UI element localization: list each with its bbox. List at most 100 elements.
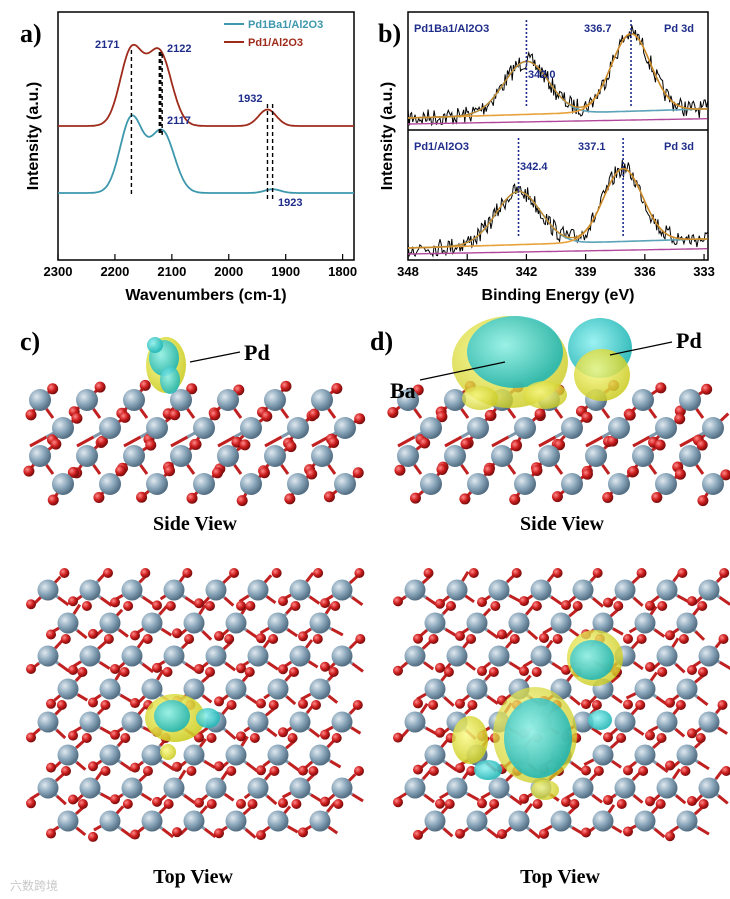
al-atom bbox=[183, 810, 205, 832]
o-atom bbox=[47, 383, 59, 395]
panel-c: c) Pd Side View Top View bbox=[20, 327, 366, 888]
al-atom bbox=[466, 678, 488, 700]
al-atom bbox=[240, 473, 262, 495]
o-atom bbox=[278, 727, 288, 738]
o-atom bbox=[509, 494, 521, 506]
o-atom bbox=[182, 568, 193, 578]
o-atom bbox=[186, 383, 198, 395]
charge-depletion-lobe bbox=[452, 716, 488, 764]
xps-fit-3d5 bbox=[408, 32, 708, 119]
al-atom bbox=[183, 744, 205, 766]
o-atom bbox=[164, 465, 176, 477]
o-atom bbox=[616, 799, 627, 809]
panel-a-x-axis: 2300 2200 2100 2000 1900 1800 bbox=[44, 254, 357, 279]
o-atom bbox=[46, 828, 56, 839]
charge-accumulation-lobe bbox=[196, 708, 220, 728]
o-atom bbox=[26, 663, 36, 674]
o-atom bbox=[320, 661, 330, 672]
panel-b-label: b) bbox=[378, 19, 401, 48]
o-atom bbox=[142, 634, 153, 644]
panel-d-side-structure bbox=[387, 316, 730, 507]
o-atom bbox=[413, 829, 423, 840]
a-tick-label: 2200 bbox=[100, 264, 129, 279]
o-atom bbox=[539, 632, 549, 643]
al-atom bbox=[698, 711, 720, 733]
o-atom bbox=[623, 699, 633, 710]
o-atom bbox=[236, 731, 246, 742]
al-atom bbox=[121, 777, 143, 799]
al-atom bbox=[530, 579, 552, 601]
pd-pointer-d bbox=[609, 341, 673, 356]
al-atom bbox=[404, 645, 426, 667]
al-atom bbox=[247, 711, 269, 733]
al-atom bbox=[634, 678, 656, 700]
o-atom bbox=[142, 766, 153, 776]
o-atom bbox=[455, 828, 465, 839]
al-atom bbox=[614, 579, 636, 601]
b-bottom-peak-label-2: 337.1 bbox=[578, 141, 606, 153]
al-atom bbox=[585, 445, 607, 467]
o-atom bbox=[81, 601, 92, 611]
o-atom bbox=[656, 733, 667, 743]
o-atom bbox=[130, 762, 140, 773]
o-atom bbox=[428, 634, 439, 644]
al-atom bbox=[267, 678, 289, 700]
o-atom bbox=[236, 663, 246, 674]
al-atom bbox=[530, 645, 552, 667]
al-atom bbox=[79, 579, 101, 601]
o-atom bbox=[77, 799, 88, 809]
o-atom bbox=[256, 765, 266, 776]
o-atom bbox=[68, 664, 78, 675]
al-atom bbox=[264, 389, 286, 411]
al-atom bbox=[170, 445, 192, 467]
o-atom bbox=[554, 439, 566, 451]
o-atom bbox=[268, 634, 279, 644]
o-atom bbox=[139, 379, 151, 391]
al-atom bbox=[467, 473, 489, 495]
o-atom bbox=[353, 766, 364, 776]
al-atom bbox=[676, 678, 698, 700]
o-atom bbox=[687, 665, 697, 676]
al-atom bbox=[488, 777, 510, 799]
al-atom bbox=[446, 777, 468, 799]
charge-depletion-lobe bbox=[462, 386, 498, 410]
panel-c-label: c) bbox=[20, 327, 40, 356]
al-atom bbox=[424, 744, 446, 766]
o-atom bbox=[26, 599, 36, 610]
al-atom bbox=[146, 473, 168, 495]
al-atom bbox=[247, 579, 269, 601]
o-atom bbox=[244, 667, 255, 677]
al-atom bbox=[287, 473, 309, 495]
al-atom bbox=[679, 445, 701, 467]
charge-accumulation-lobe bbox=[147, 337, 163, 353]
al-atom bbox=[163, 777, 185, 799]
o-atom bbox=[333, 799, 344, 809]
al-atom bbox=[29, 445, 51, 467]
panel-c-top-structure bbox=[26, 568, 366, 842]
al-atom bbox=[37, 711, 59, 733]
o-atom bbox=[145, 439, 157, 451]
al-atom bbox=[656, 777, 678, 799]
o-atom bbox=[172, 761, 182, 772]
o-atom bbox=[278, 664, 288, 675]
al-atom bbox=[514, 417, 536, 439]
b-top-peak-label-2: 336.7 bbox=[584, 23, 612, 35]
o-atom bbox=[96, 435, 108, 447]
o-atom bbox=[698, 799, 709, 809]
al-atom bbox=[698, 645, 720, 667]
al-atom bbox=[247, 777, 269, 799]
o-atom bbox=[152, 796, 162, 807]
o-atom bbox=[446, 601, 457, 611]
al-atom bbox=[488, 645, 510, 667]
al-atom bbox=[99, 473, 121, 495]
o-atom bbox=[444, 799, 455, 809]
o-atom bbox=[581, 411, 593, 423]
al-atom bbox=[632, 389, 654, 411]
al-atom bbox=[123, 389, 145, 411]
al-atom bbox=[289, 711, 311, 733]
watermark: 六数跨境 bbox=[10, 878, 58, 893]
al-atom bbox=[57, 744, 79, 766]
b-tick-label: 348 bbox=[397, 264, 419, 279]
peak-label-1923: 1923 bbox=[278, 197, 302, 209]
al-atom bbox=[397, 445, 419, 467]
